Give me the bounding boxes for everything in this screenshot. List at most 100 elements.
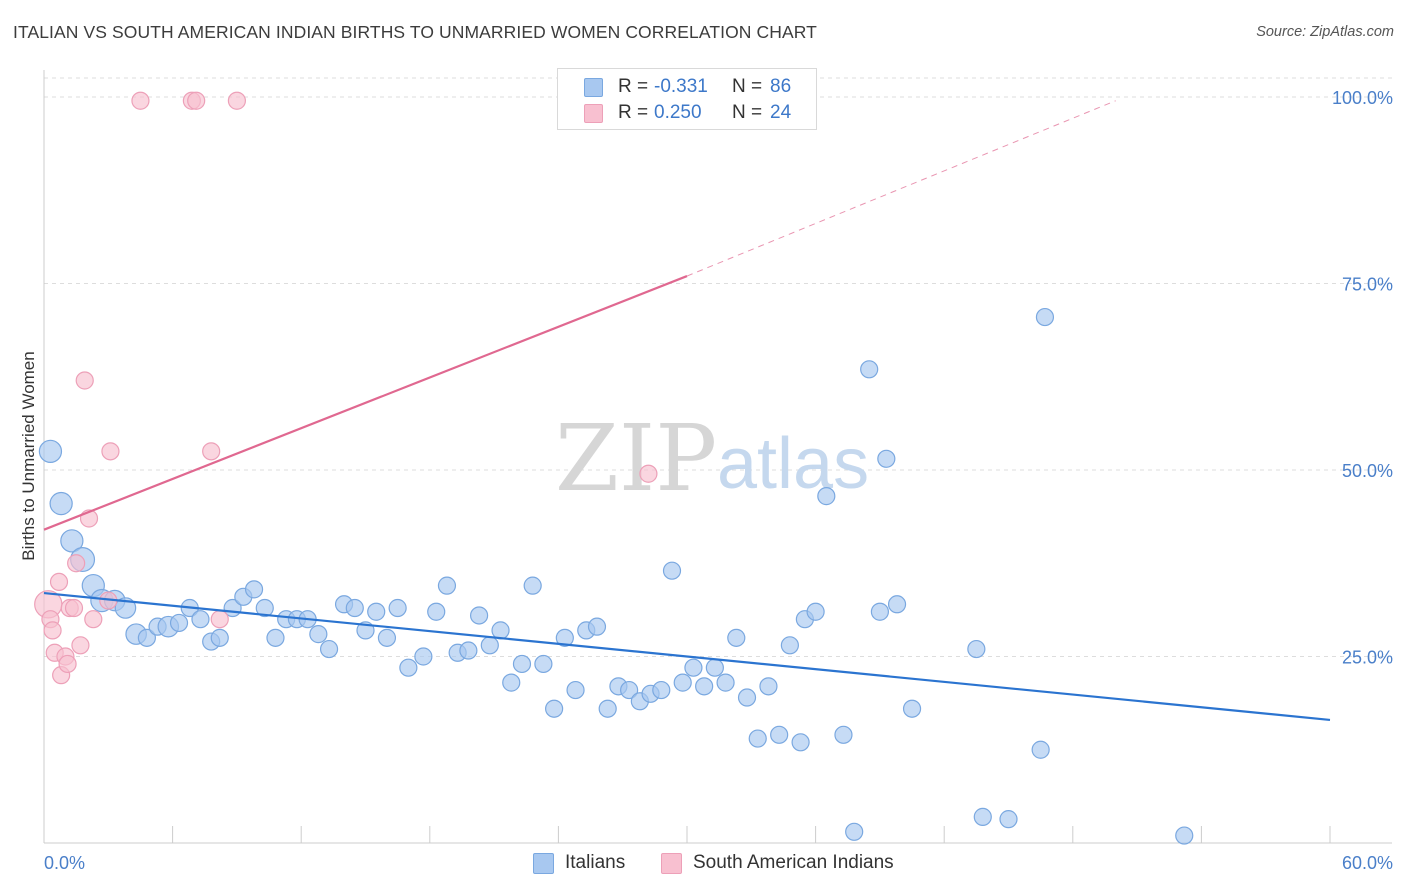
- italians-point: [319, 639, 339, 659]
- italians-point: [999, 810, 1018, 829]
- italians-point: [512, 654, 532, 674]
- italians-point: [244, 580, 264, 599]
- series-italians: [38, 307, 1194, 845]
- south-american-indians-trend-extension: [686, 100, 1116, 277]
- italians-point: [662, 561, 682, 580]
- south-american-indians-point: [49, 572, 69, 592]
- legend-r-label: R =: [618, 102, 649, 123]
- italians-point: [555, 628, 574, 647]
- italians-point: [806, 602, 825, 621]
- italians-point: [414, 647, 433, 666]
- italians-point: [388, 598, 407, 618]
- legend-swatch-italians: [584, 78, 603, 97]
- italians-point: [169, 613, 189, 633]
- italians-point: [137, 628, 156, 647]
- italians-point: [491, 621, 510, 640]
- italians-point: [860, 360, 879, 379]
- italians-point: [210, 628, 229, 647]
- south-american-indians-point: [202, 442, 221, 461]
- italians-point: [566, 680, 585, 700]
- italians-trend-line: [43, 591, 1331, 722]
- legend-n-value: 86: [770, 76, 792, 97]
- source-label: Source: ZipAtlas.com: [1256, 24, 1394, 40]
- italians-point: [587, 617, 607, 636]
- bottom-legend-label-south-american-indians: South American Indians: [693, 852, 894, 873]
- south-american-indians-point: [75, 371, 94, 390]
- legend-n-label: N =: [732, 76, 763, 97]
- south-american-indians-point: [64, 598, 84, 618]
- italians-point: [545, 699, 564, 718]
- axis-labels: 25.0% 50.0% 75.0% 100.0% 0.0% 60.0% Births to …: [19, 88, 1393, 873]
- south-american-indians-point: [71, 636, 90, 655]
- bottom-legend-swatch-south-american-indians: [661, 853, 682, 874]
- italians-point: [737, 688, 757, 707]
- italians-point: [620, 680, 639, 700]
- south-american-indians-point: [639, 464, 658, 483]
- italians-point: [367, 602, 386, 621]
- italians-point: [1035, 307, 1055, 327]
- legend-r-value: -0.331: [654, 76, 708, 97]
- italians-point: [877, 449, 896, 468]
- chart-title: ITALIAN VS SOUTH AMERICAN INDIAN BIRTHS …: [13, 22, 817, 42]
- watermark-zip: ZIP: [555, 405, 717, 512]
- italians-point: [973, 807, 992, 826]
- data-points: [34, 91, 1194, 845]
- italians-point: [652, 680, 671, 700]
- italians-point: [255, 598, 274, 618]
- legend-swatch-south-american-indians: [584, 104, 603, 123]
- italians-point: [887, 595, 907, 614]
- legend-n-value: 24: [770, 102, 792, 123]
- italians-point: [523, 576, 542, 595]
- south-american-indians-point: [67, 554, 86, 573]
- south-american-indians-point: [227, 91, 246, 110]
- italians-point: [534, 654, 553, 674]
- italians-point: [266, 628, 285, 647]
- italians-point: [480, 636, 499, 655]
- y-axis-title: Births to Unmarried Women: [19, 351, 38, 560]
- watermark-atlas: atlas: [717, 424, 869, 504]
- italians-point: [49, 491, 73, 516]
- grid-lines: [44, 77, 1392, 657]
- bottom-legend-swatch-italians: [533, 853, 554, 874]
- italians-point: [870, 602, 890, 621]
- south-american-indians-point: [131, 91, 150, 110]
- italians-point: [748, 729, 767, 748]
- italians-point: [191, 610, 210, 629]
- italians-point: [770, 725, 789, 744]
- south-american-indians-point: [58, 654, 77, 674]
- y-tick-label: 100.0%: [1332, 88, 1393, 108]
- italians-point: [1031, 740, 1050, 759]
- south-american-indians-point: [84, 610, 103, 629]
- italians-point: [114, 597, 137, 619]
- y-tick-label: 25.0%: [1342, 648, 1393, 668]
- bottom-legend-label-italians: Italians: [565, 852, 626, 873]
- italians-point: [902, 699, 922, 718]
- italians-point: [845, 822, 864, 841]
- y-tick-label: 75.0%: [1342, 275, 1393, 295]
- x-tick-label-max: 60.0%: [1342, 853, 1393, 873]
- italians-point: [716, 673, 735, 692]
- south-american-indians-point: [210, 610, 229, 629]
- watermark: ZIP atlas: [555, 405, 869, 512]
- italians-point: [469, 606, 489, 625]
- italians-point: [437, 576, 457, 595]
- x-tick-label-min: 0.0%: [44, 853, 85, 873]
- italians-point: [377, 628, 397, 647]
- south-american-indians-point: [187, 91, 206, 110]
- italians-point: [791, 733, 810, 752]
- legend-r-label: R =: [618, 76, 649, 97]
- south-american-indians-point: [101, 442, 120, 461]
- italians-point: [38, 439, 63, 464]
- italians-point: [684, 658, 703, 677]
- italians-point: [1175, 826, 1194, 845]
- italians-point: [705, 658, 724, 677]
- italians-point: [427, 602, 446, 621]
- italians-point: [399, 658, 418, 677]
- south-american-indians-trend-line: [43, 275, 688, 531]
- italians-point: [502, 673, 521, 692]
- legend-r-value: 0.250: [654, 102, 702, 123]
- italians-point: [727, 628, 746, 647]
- italians-point: [967, 639, 986, 659]
- italians-point: [345, 598, 364, 618]
